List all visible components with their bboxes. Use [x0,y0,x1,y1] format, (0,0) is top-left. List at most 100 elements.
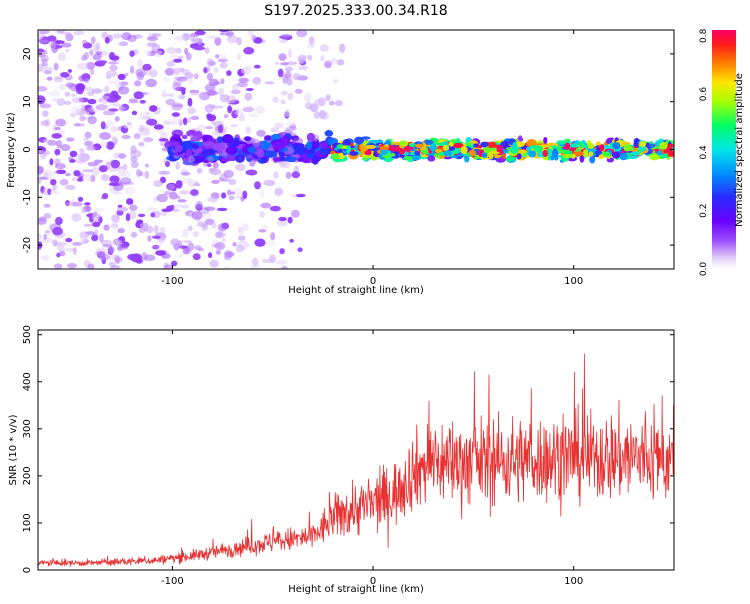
spectrogram-blob [254,238,266,247]
spectrogram-blob [86,62,96,70]
spectrogram-blob [488,151,494,160]
spectrogram-blob [43,169,55,179]
spectrogram-blob [181,140,193,149]
spectrogram-blob [38,48,45,53]
spectrogram-blob [259,210,265,219]
spectrogram-blob [274,122,284,129]
spectrogram-blob [124,186,136,195]
spectrogram-blob [505,156,516,162]
spectrogram-blob [159,131,168,140]
spectrogram-blob [486,147,498,151]
spectrogram-blob [209,259,219,268]
spectrogram-blob [73,30,85,36]
spectrogram-blob [109,55,120,61]
spectrogram-blob [182,228,189,237]
spectrogram-blob [297,54,306,64]
spectrogram-blob [65,48,70,53]
spectrogram-blob [190,189,199,196]
spectrogram-blob [223,169,234,179]
spectrogram-blob [43,213,52,219]
spectrogram-blob [282,74,288,84]
spectrogram-blob [209,104,216,109]
spectrogram-blob [117,245,129,250]
spectrogram-blob [251,34,257,41]
spectrogram-blob [201,223,208,231]
spectrogram-blob [334,147,339,151]
spectrogram-blob [38,39,50,44]
spectrogram-blob [436,142,447,146]
spectrogram-blob [659,142,668,150]
spectrogram-blob [146,118,158,126]
snr-xtick-label: 0 [370,576,376,587]
spectrogram-blob [278,53,287,61]
spectrogram-blob [91,88,103,94]
spectrogram-blob [101,31,108,39]
spectrogram-blob [190,136,202,142]
spectrogram-blob [278,221,289,226]
spectrogram-blob [98,233,104,243]
spectrogram-blob [285,126,297,132]
spectrogram-blob [224,265,230,269]
spectrogram-blob [149,69,158,78]
spectrogram-blob [84,78,90,84]
spectrogram-blob [278,151,285,159]
spectrogram-blob [113,103,122,107]
spectrogram-blob [284,67,294,72]
spectrogram-blob [144,49,152,57]
spectrogram-blob [250,263,261,269]
spectrogram-blob [237,235,246,241]
spectrogram-blob [53,62,59,71]
spectrogram-blob [52,227,63,236]
spectrogram-blob [108,246,115,254]
spectrogram-blob [213,81,221,85]
spectrogram-blob [336,59,345,66]
spectrogram-blob [649,153,660,161]
spectrogram-blob [313,111,320,119]
spectrogram-blob [235,163,246,172]
spectrogram-blob [279,248,285,255]
spectrogram-blob [181,172,191,176]
spectrogram-blob [264,81,275,85]
spectrogram-blob [133,91,144,100]
spectrogram-blob [55,118,67,127]
spectrogram-blob [126,198,134,205]
spectrogram-blob [53,263,63,269]
spectrogram-blob [306,141,312,151]
colorbar-tick-label: 0.2 [699,204,709,218]
spectrogram-blob [185,52,192,61]
spectrogram-blob [99,253,110,261]
spectrogram-blob [443,150,453,157]
spectrogram-blob [129,50,135,57]
spectrogram-blob [204,83,216,93]
spectrogram-blob [423,139,434,145]
spectrogram-blob [218,87,224,97]
spectrogram-blob [64,91,71,97]
spectrogram-blob [480,141,489,148]
spectrogram-blob [171,115,183,125]
spectrogram-blob [219,94,230,103]
spectrogram-blob [114,256,123,263]
spectrogram-blob [59,179,69,186]
spectrogram-blob [92,53,102,61]
spectrogram-blob [133,133,141,140]
spectrogram-blob [453,142,464,149]
spectrogram-blob [252,138,261,148]
spectrogram-blob [307,42,315,49]
spectrogram-blob [240,67,252,75]
spectrogram-blob [52,98,58,102]
spectrogram-blob [630,151,641,156]
spectrogram-blob [245,88,254,91]
spectrogram-blob [85,107,93,116]
spectrogram-blob [109,175,120,184]
spectrogram-blob [324,130,334,137]
spectrogram-blob [468,149,477,156]
spectrogram-blob [205,126,213,130]
spectrogram-blob [153,179,163,188]
spectrogram-blob [84,176,93,182]
spectrogram-blob [47,35,57,42]
spectrogram-blob [66,137,75,142]
spectrogram-blob [324,62,332,69]
spectrogram-blob [220,32,225,36]
spectrogram-blob [69,112,77,118]
